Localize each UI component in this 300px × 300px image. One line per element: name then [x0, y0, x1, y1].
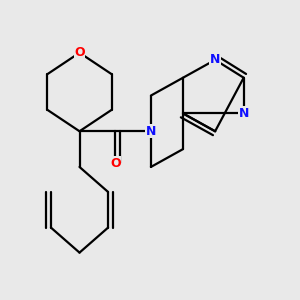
Text: O: O	[74, 46, 85, 59]
Text: N: N	[210, 53, 220, 66]
Text: N: N	[238, 107, 249, 120]
Text: O: O	[110, 157, 121, 170]
Text: N: N	[146, 125, 156, 138]
